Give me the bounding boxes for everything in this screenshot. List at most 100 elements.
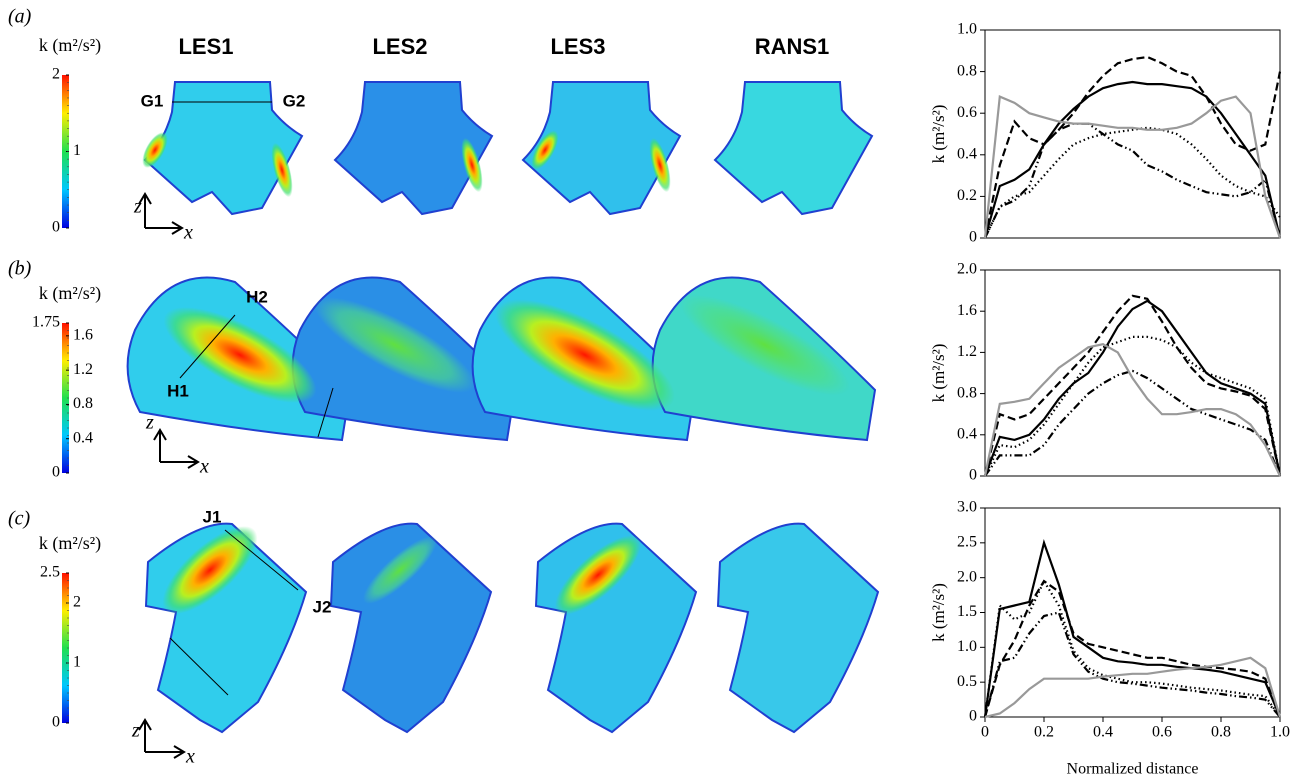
annotation: G2: [283, 91, 306, 110]
contour-map: [714, 81, 873, 215]
series-line: [983, 294, 1282, 477]
axis-arrow: [138, 192, 184, 235]
colorbar-tick-label: 1.6: [73, 327, 93, 344]
axis-label: z: [145, 412, 154, 434]
y-tick-label: 0: [969, 467, 977, 484]
hot-spot: [649, 137, 671, 193]
axis-label: x: [199, 456, 209, 478]
section-line: [169, 637, 229, 696]
y-tick-label: 2.5: [957, 534, 977, 551]
y-tick-label: 3.0: [957, 499, 977, 516]
panel-label: (a): [8, 6, 32, 28]
column-header: LES3: [550, 34, 605, 59]
x-tick-label: 0: [981, 724, 989, 741]
hot-spot: [363, 536, 437, 604]
y-tick-label: 0.8: [957, 62, 977, 79]
series-line: [984, 656, 1282, 719]
annotation: H1: [167, 381, 189, 400]
column-header: RANS1: [755, 34, 830, 59]
series-line: [984, 335, 1282, 477]
y-tick-label: 0.6: [957, 104, 977, 121]
hot-spot: [495, 299, 675, 411]
axis-label: x: [183, 222, 193, 244]
hot-spot: [461, 137, 483, 193]
series-line: [983, 299, 1282, 477]
series-line: [983, 611, 1281, 718]
plot-frame: [984, 269, 1281, 477]
colorbar-label: k (m²/s²): [39, 283, 101, 304]
axis-arrows: [138, 192, 200, 759]
y-axis-label: k (m²/s²): [929, 583, 948, 642]
colorbar-tick-label: 2.5: [40, 564, 60, 581]
y-tick-label: 0.4: [957, 145, 977, 162]
series-line: [983, 578, 1281, 718]
y-tick-label: 0.5: [957, 673, 977, 690]
x-tick-label: 0.6: [1152, 724, 1172, 741]
colorbar-tick-label: 1: [73, 142, 81, 159]
hot-spot: [271, 142, 293, 198]
colorbar-tick-label: 0: [52, 464, 60, 481]
panel-label: (c): [8, 508, 31, 530]
contour-maps: [126, 81, 879, 733]
y-tick-label: 2.0: [957, 261, 977, 278]
series-line: [983, 55, 1282, 239]
series-line: [984, 126, 1281, 239]
colorbar-tick-label: 1.75: [32, 314, 60, 331]
series-line: [983, 80, 1282, 239]
hot-spot: [162, 526, 258, 614]
colorbar-tick-label: 2: [73, 594, 81, 611]
hot-spot: [680, 294, 850, 396]
axis-arrow: [153, 428, 200, 469]
y-tick-label: 0.4: [957, 425, 977, 442]
x-tick-label: 0.4: [1093, 724, 1113, 741]
y-tick-label: 1.5: [957, 603, 977, 620]
axis-label: z: [133, 196, 142, 218]
y-tick-label: 0: [969, 708, 977, 725]
hot-spot: [314, 297, 476, 393]
axis-arrow: [138, 718, 186, 759]
hot-spots: [142, 130, 850, 615]
x-tick-label: 0.2: [1034, 724, 1054, 741]
y-tick-label: 1.6: [957, 302, 977, 319]
y-tick-label: 2.0: [957, 568, 977, 585]
annotation: J1: [203, 507, 222, 526]
plot-frame: [984, 29, 1281, 239]
series-line: [984, 122, 1282, 239]
series-line: [983, 343, 1281, 477]
colorbar-tick-label: 1: [73, 654, 81, 671]
colorbar-tick-label: 1.2: [73, 361, 93, 378]
y-axis-label: k (m²/s²): [929, 344, 948, 403]
y-axis-label: k (m²/s²): [929, 105, 948, 164]
panel-label: (b): [8, 258, 32, 280]
column-header: LES1: [178, 34, 233, 59]
column-header: LES2: [372, 34, 427, 59]
y-tick-label: 1.0: [957, 21, 977, 38]
annotation: H2: [246, 287, 268, 306]
labels: LES1 LES2 LES3 RANS1 (a) (b) (c) G1 G2 H…: [8, 6, 829, 768]
colorbar-label: k (m²/s²): [39, 35, 101, 56]
x-axis-label: Normalized distance: [1067, 761, 1199, 778]
hot-spot: [142, 132, 168, 168]
colorbar-tick-label: 0.8: [73, 395, 93, 412]
annotation: G1: [141, 91, 164, 110]
y-tick-label: 0: [969, 229, 977, 246]
series-line: [983, 579, 1282, 718]
colorbar-tick-label: 0: [52, 714, 60, 731]
colorbar-label: k (m²/s²): [39, 533, 101, 554]
contour-map: [717, 522, 879, 733]
y-tick-label: 1.2: [957, 343, 977, 360]
colorbar-tick-label: 0: [52, 219, 60, 236]
annotation: J2: [313, 597, 332, 616]
colorbar: [62, 75, 69, 228]
axis-label: x: [185, 746, 195, 768]
axis-label: z: [131, 720, 140, 742]
hot-spot: [554, 535, 642, 615]
x-tick-label: 0.8: [1211, 724, 1231, 741]
series-line: [984, 369, 1282, 477]
series-line: [983, 538, 1282, 718]
colorbar-tick-label: 2: [52, 66, 60, 83]
series-line: [983, 95, 1282, 239]
colorbar-tick-label: 0.4: [73, 429, 93, 446]
y-tick-label: 0.2: [957, 187, 977, 204]
